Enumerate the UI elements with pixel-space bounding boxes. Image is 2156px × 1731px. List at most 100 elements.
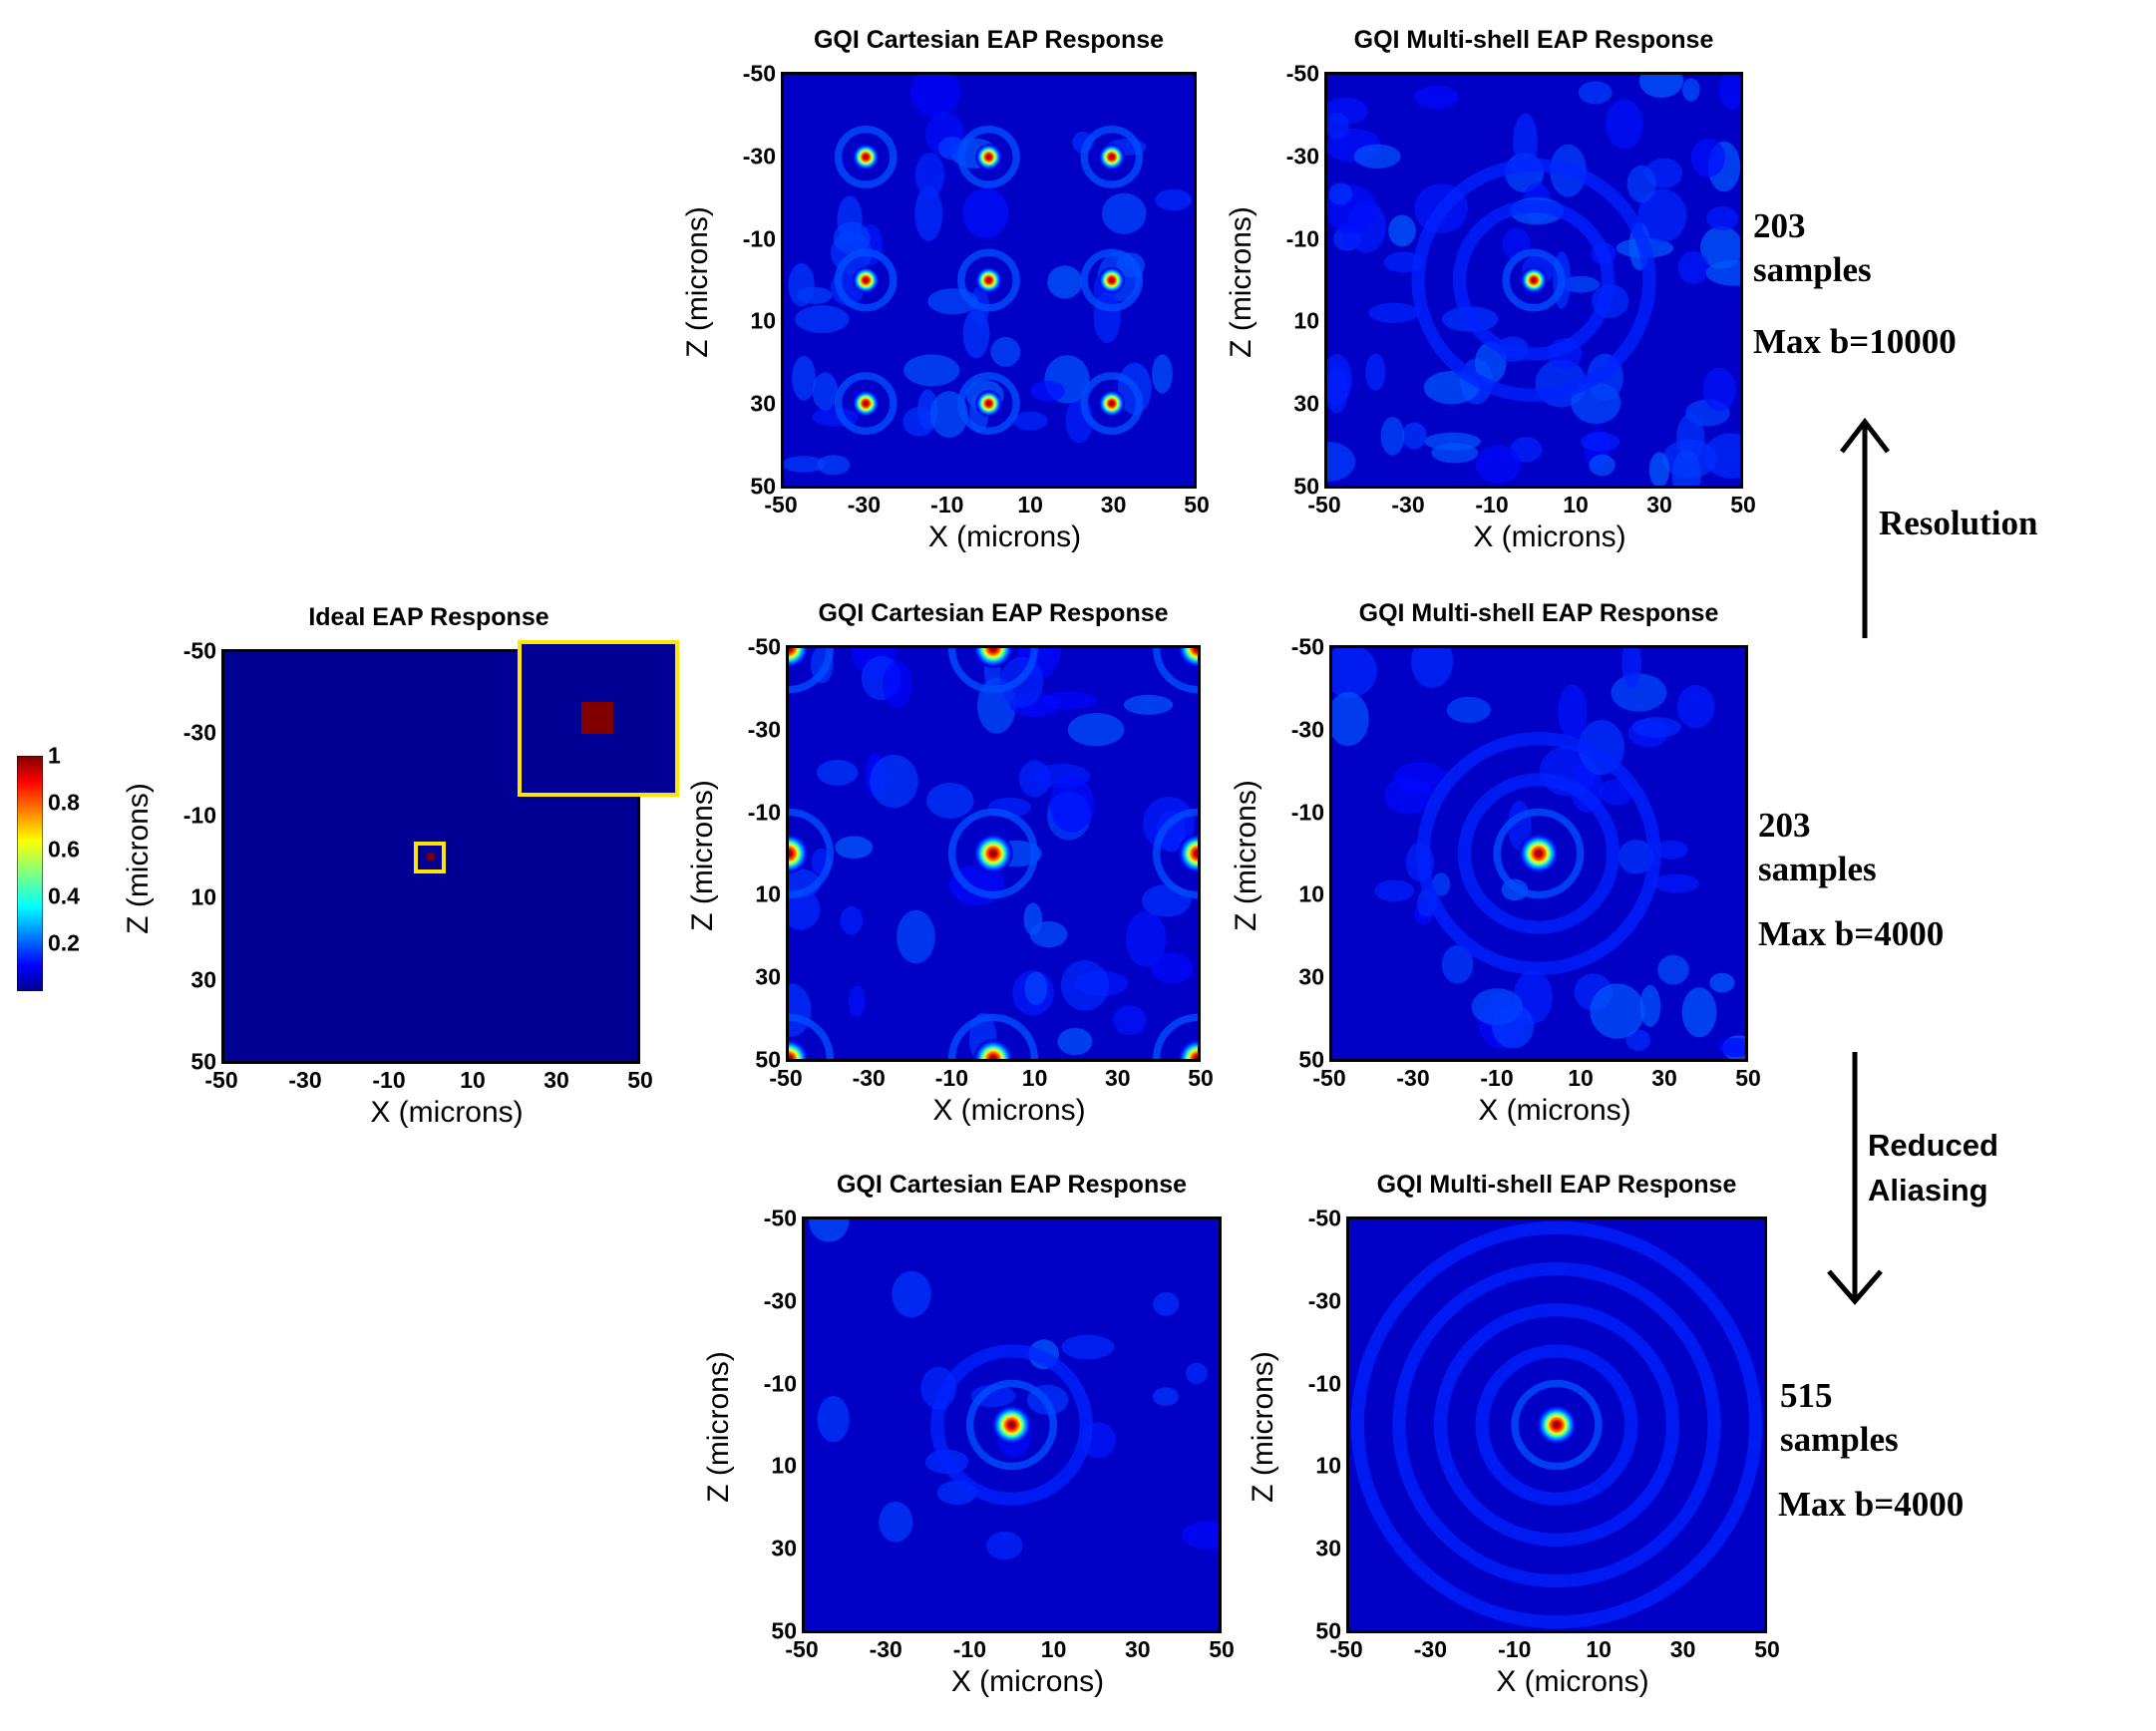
noise-blob <box>910 75 960 118</box>
row3-maxb: Max b=4000 <box>1778 1485 1965 1524</box>
samples-count: 203 <box>1758 806 1811 845</box>
peak-point <box>789 648 809 668</box>
ring-artifact <box>1433 1303 1680 1547</box>
heatmap-plot <box>1324 72 1743 489</box>
noise-blob <box>792 355 817 401</box>
panel-title: Ideal EAP Response <box>308 603 549 631</box>
noise-blob <box>1123 694 1174 715</box>
x-tick-label: -10 <box>1498 1636 1532 1662</box>
heatmap-plot <box>1346 1216 1767 1633</box>
x-tick-label: -10 <box>372 1067 406 1093</box>
peak-halo <box>834 126 898 188</box>
y-tick-label: -50 <box>747 633 781 660</box>
reduced-aliasing-arrow-icon <box>1827 1052 1883 1305</box>
noise-blob <box>1631 717 1681 738</box>
peak-point <box>1178 834 1198 873</box>
y-tick-label: -30 <box>182 719 216 746</box>
noise-blob <box>1431 443 1479 464</box>
heatmap-svg <box>789 648 1198 1059</box>
noise-blob <box>1332 691 1369 747</box>
noise-blob <box>1047 265 1083 299</box>
x-tick-label: -50 <box>785 1636 819 1662</box>
noise-blob <box>1332 648 1377 698</box>
noise-blob <box>1057 1027 1093 1056</box>
noise-blob <box>1611 673 1667 712</box>
x-tick-label: 50 <box>1188 1065 1214 1091</box>
noise-blob <box>990 336 1021 367</box>
noise-blob <box>1625 1029 1651 1051</box>
noise-blob <box>1029 920 1068 948</box>
noise-blob <box>914 153 945 198</box>
noise-blob <box>1589 454 1616 477</box>
ring-artifact <box>930 1344 1093 1506</box>
noise-blob <box>1617 840 1654 874</box>
peak-point <box>975 144 1002 171</box>
noise-blob <box>1024 971 1048 1005</box>
y-tick-label: 30 <box>1315 1535 1341 1561</box>
y-tick-label: 10 <box>1315 1452 1341 1479</box>
peak-point <box>853 390 880 417</box>
x-tick-label: 10 <box>1040 1636 1067 1662</box>
noise-blob <box>870 754 918 809</box>
x-tick-label: -30 <box>1396 1065 1430 1091</box>
y-tick-label: 30 <box>1293 390 1319 417</box>
noise-blob <box>1155 188 1193 211</box>
y-tick-label: 10 <box>771 1452 797 1479</box>
noise-blob <box>788 262 815 307</box>
x-tick-label: -10 <box>930 492 964 518</box>
peak-point <box>1098 144 1125 171</box>
x-tick-label: 30 <box>1105 1065 1131 1091</box>
y-tick-label: -50 <box>1307 1205 1341 1231</box>
noise-blob <box>1475 445 1522 484</box>
noise-blob <box>1637 188 1687 243</box>
x-tick-label: 10 <box>1586 1636 1612 1662</box>
noise-blob <box>1703 433 1740 479</box>
y-tick-label: -50 <box>1285 60 1319 87</box>
y-tick-label: 30 <box>190 966 216 993</box>
heatmap-svg <box>784 75 1194 486</box>
noise-blob <box>903 354 960 387</box>
y-tick-label: -30 <box>763 1287 797 1314</box>
noise-blob <box>1151 952 1194 984</box>
noise-blob <box>1652 873 1700 893</box>
noise-blob <box>1681 78 1700 102</box>
y-tick-label: 30 <box>1298 963 1324 990</box>
y-tick-label: 50 <box>190 1048 216 1075</box>
inset-peak-voxel <box>581 702 613 734</box>
ideal-eap-panel: Ideal EAP Response <box>0 0 548 631</box>
noise-blob <box>1060 959 1110 1011</box>
noise-blob <box>1702 367 1736 412</box>
x-tick-label: 30 <box>1651 1065 1677 1091</box>
x-axis-label: X (microns) <box>932 1094 1086 1127</box>
peak-halo <box>1502 248 1566 312</box>
y-tick-label: -10 <box>763 1370 797 1397</box>
x-tick-label: -10 <box>934 1065 969 1091</box>
noise-blob <box>1388 214 1416 247</box>
noise-blob <box>883 660 912 708</box>
x-tick-label: -30 <box>869 1636 902 1662</box>
x-tick-label: 30 <box>1669 1636 1696 1662</box>
noise-blob <box>1621 648 1642 689</box>
x-tick-label: -10 <box>1475 492 1509 518</box>
x-tick-label: -50 <box>204 1067 238 1093</box>
x-axis-label: X (microns) <box>1478 1094 1631 1127</box>
colorbar-tick: 0.8 <box>48 789 80 816</box>
y-axis-label: Z (microns) <box>1230 780 1262 931</box>
samples-word: samples <box>1758 849 1877 888</box>
peak-point <box>1178 648 1198 668</box>
noise-blob <box>1648 452 1670 486</box>
ring-artifact <box>1350 1220 1763 1629</box>
peak-point <box>973 648 1013 668</box>
row2-annotation: 203 samples <box>1758 804 1877 891</box>
heatmap-plot <box>781 72 1197 489</box>
samples-word: samples <box>1780 1419 1899 1459</box>
peak-halo <box>1080 126 1144 188</box>
noise-blob <box>784 456 826 473</box>
x-tick-label: 50 <box>1184 492 1210 518</box>
panel-title: GQI Cartesian EAP Response <box>836 1171 1188 1199</box>
peak-point <box>1098 266 1125 294</box>
peak-halo <box>834 372 898 435</box>
noise-blob <box>1706 206 1739 231</box>
noise-blob <box>1182 1521 1219 1550</box>
peak-halo <box>947 648 1039 694</box>
